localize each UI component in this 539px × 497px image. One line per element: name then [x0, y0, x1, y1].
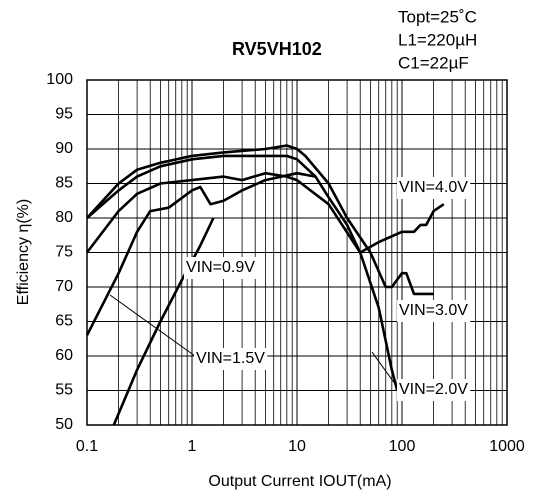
label-background — [397, 300, 471, 322]
y-tick-label: 70 — [55, 278, 73, 295]
line-series — [112, 217, 215, 426]
x-tick-label: 0.1 — [76, 438, 98, 455]
series-label: VIN=2.0V — [399, 381, 468, 398]
annotation: L1=220µH — [398, 30, 477, 49]
x-tick-label: 1000 — [489, 438, 525, 455]
series-label: VIN=3.0V — [399, 302, 468, 319]
label-background — [194, 348, 268, 370]
line-series — [85, 171, 399, 391]
y-tick-label: 50 — [55, 416, 73, 433]
y-tick-label: 60 — [55, 347, 73, 364]
line-series — [86, 154, 445, 254]
x-axis-label: Output Current IOUT(mA) — [208, 473, 391, 490]
y-tick-label: 90 — [55, 140, 73, 157]
y-axis-label: Efficiency η(%) — [15, 199, 32, 305]
label-background — [397, 177, 471, 199]
annotation: C1=22µF — [398, 53, 469, 72]
series-label: VIN=1.5V — [196, 350, 265, 367]
y-tick-label: 100 — [46, 71, 73, 88]
series-label: VIN=4.0V — [399, 179, 468, 196]
chart-title: RV5VH102 — [232, 39, 322, 59]
annotation: Topt=25˚C — [398, 7, 477, 26]
x-tick-label: 1 — [188, 438, 197, 455]
label-background — [397, 379, 471, 401]
y-tick-label: 65 — [55, 313, 73, 330]
y-tick-label: 95 — [55, 106, 73, 123]
x-tick-label: 10 — [288, 438, 306, 455]
y-tick-label: 80 — [55, 209, 73, 226]
x-tick-label: 100 — [389, 438, 416, 455]
leader-lines — [109, 294, 399, 389]
y-tick-label: 55 — [55, 382, 73, 399]
line-series — [86, 144, 434, 296]
line-series — [85, 171, 316, 336]
y-tick-label: 85 — [55, 175, 73, 192]
label-background — [184, 257, 258, 279]
y-tick-label: 75 — [55, 244, 73, 261]
series-label: VIN=0.9V — [186, 259, 255, 276]
